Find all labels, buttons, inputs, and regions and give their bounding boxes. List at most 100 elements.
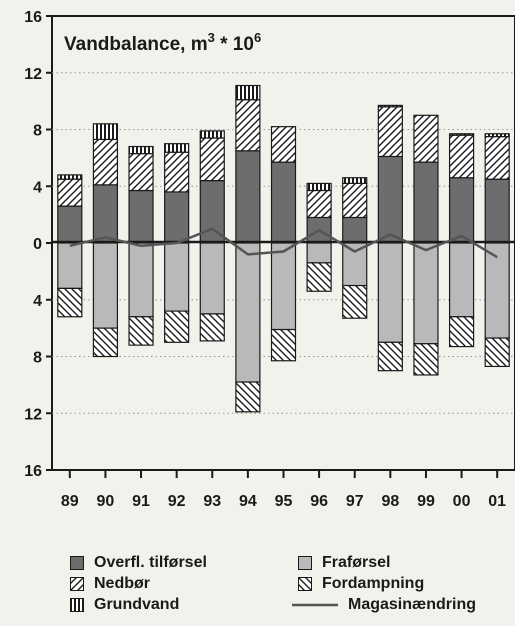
y-tick-label: 12: [24, 406, 42, 423]
bar-grundvand-97: [342, 177, 368, 185]
legend-label: Overfl. tilførsel: [94, 554, 207, 571]
bar-nedb-r-89: [57, 178, 83, 207]
bars: [57, 84, 510, 413]
chart-title: Vandbalance, m3 * 106: [64, 30, 261, 55]
x-tick-label: 96: [310, 493, 328, 510]
bar-fordampning-89: [57, 287, 83, 318]
bar-fraf-rsel-00: [448, 242, 475, 318]
bar-fordampning-01: [484, 337, 510, 368]
line-magasinaendring: [69, 227, 498, 259]
bar-overfl-tilf-rsel-01: [484, 178, 510, 244]
bar-nedb-r-91: [128, 153, 154, 192]
bar-fraf-rsel-89: [57, 242, 83, 290]
bar-nedb-r-96: [306, 189, 332, 219]
bar-fordampning-99: [413, 343, 439, 376]
bar-grundvand-00: [448, 133, 475, 136]
legend-label: Fraførsel: [322, 554, 391, 571]
legend-item-magasinaendring: Magasinændring: [292, 595, 476, 615]
bar-fordampning-96: [306, 262, 332, 292]
x-axis-ticks: 89 90 91 92 93 94 95 96 97 98 99 00 01: [61, 470, 506, 510]
y-axis-ticks: 16 12 8 4 0 4 8 12 16: [24, 9, 52, 480]
bar-overfl-tilf-rsel-91: [128, 189, 154, 244]
bar-fraf-rsel-96: [306, 242, 332, 264]
title-text: Vandbalance, m: [64, 34, 208, 55]
bar-overfl-tilf-rsel-89: [57, 205, 83, 244]
x-tick-label: 00: [453, 493, 471, 510]
bar-fordampning-92: [164, 310, 190, 343]
bar-fraf-rsel-92: [164, 242, 190, 312]
bar-nedb-r-00: [448, 134, 475, 179]
legend-label: Magasinændring: [348, 596, 477, 613]
bar-fordampning-00: [448, 316, 475, 348]
x-tick-label: 01: [488, 493, 506, 510]
legend-item-overfl-tilforsel: Overfl. tilførsel: [70, 553, 207, 573]
bar-fordampning-97: [342, 284, 368, 319]
bar-nedb-r-99: [413, 114, 439, 163]
bar-grundvand-98: [377, 104, 403, 108]
bar-fraf-rsel-97: [342, 242, 368, 287]
legend-label: Fordampning: [322, 575, 425, 592]
y-tick-label: 12: [24, 66, 42, 83]
y-tick-label: 16: [24, 463, 42, 480]
x-tick-label: 94: [239, 493, 257, 510]
bar-nedb-r-90: [92, 138, 119, 186]
bar-grundvand-01: [484, 133, 510, 138]
y-tick-label: 16: [24, 9, 42, 26]
bar-overfl-tilf-rsel-90: [92, 184, 119, 244]
bar-overfl-tilf-rsel-95: [270, 161, 297, 244]
storage-change-line: [69, 227, 498, 259]
legend-item-nedbor: Nedbør: [70, 574, 150, 594]
bar-fordampning-98: [377, 341, 403, 372]
legend-swatch-hatch-pos: [70, 577, 84, 591]
bar-overfl-tilf-rsel-99: [413, 161, 439, 244]
bar-grundvand-91: [128, 145, 154, 155]
x-tick-label: 89: [61, 493, 79, 510]
y-tick-label: 0: [33, 236, 42, 253]
y-tick-label: 8: [33, 123, 42, 140]
bar-nedb-r-01: [484, 135, 510, 180]
bar-nedb-r-98: [377, 106, 403, 158]
bar-nedb-r-93: [199, 137, 225, 182]
bar-nedb-r-94: [235, 99, 261, 152]
legend-swatch-light: [298, 556, 312, 570]
title-mid: * 10: [215, 34, 254, 55]
legend-item-fraforsel: Fraførsel: [298, 553, 390, 573]
bar-overfl-tilf-rsel-98: [377, 155, 403, 244]
x-tick-label: 92: [168, 493, 186, 510]
legend-item-fordampning: Fordampning: [298, 574, 424, 594]
bar-grundvand-89: [57, 174, 83, 180]
legend-label: Nedbør: [94, 575, 150, 592]
x-tick-label: 98: [381, 493, 399, 510]
y-tick-label: 4: [33, 293, 42, 310]
y-tick-label: 4: [33, 179, 42, 196]
x-tick-label: 99: [417, 493, 435, 510]
bar-fraf-rsel-95: [270, 242, 297, 331]
bar-fraf-rsel-01: [484, 242, 510, 339]
bar-fraf-rsel-93: [199, 242, 225, 315]
bar-fordampning-91: [128, 316, 154, 346]
legend: Overfl. tilførsel Nedbør Grundvand Frafø…: [70, 553, 510, 619]
bar-overfl-tilf-rsel-94: [235, 150, 261, 244]
legend-swatch-hatch-neg: [298, 577, 312, 591]
x-tick-label: 93: [203, 493, 221, 510]
bar-fordampning-95: [270, 328, 297, 362]
legend-label: Grundvand: [94, 596, 180, 613]
bar-overfl-tilf-rsel-92: [164, 191, 190, 244]
bar-grundvand-90: [92, 123, 119, 141]
y-tick-label: 8: [33, 350, 42, 367]
bar-overfl-tilf-rsel-97: [342, 216, 368, 244]
bar-overfl-tilf-rsel-00: [448, 177, 475, 244]
bar-grundvand-93: [199, 130, 225, 139]
bar-fraf-rsel-99: [413, 242, 439, 345]
bar-grundvand-92: [164, 143, 190, 153]
legend-swatch-vertical: [70, 598, 84, 612]
bar-nedb-r-92: [164, 151, 190, 193]
bar-fordampning-93: [199, 313, 225, 342]
x-tick-label: 95: [275, 493, 293, 510]
bar-fraf-rsel-98: [377, 242, 403, 343]
legend-item-grundvand: Grundvand: [70, 595, 179, 615]
title-sup-1: 3: [208, 30, 215, 45]
bar-fraf-rsel-90: [92, 242, 119, 329]
